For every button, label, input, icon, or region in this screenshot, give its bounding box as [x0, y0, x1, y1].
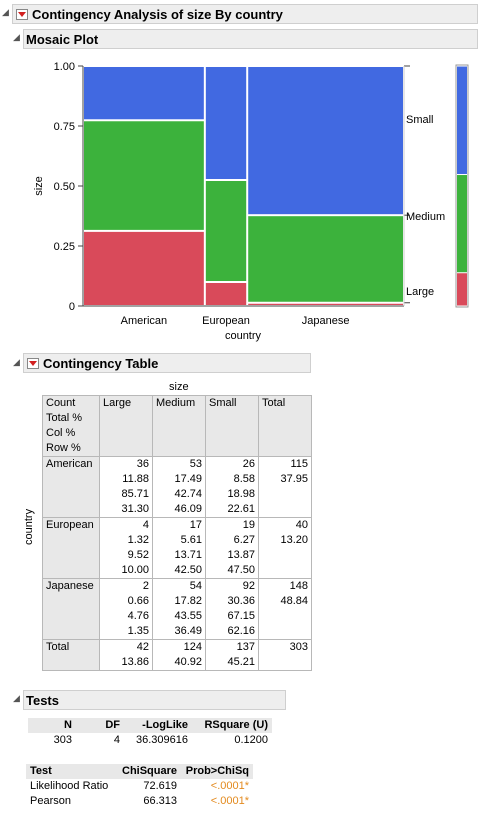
stat-labels-cell: Count Total % Col % Row % [42, 395, 100, 457]
red-triangle-menu-icon[interactable] [27, 357, 39, 369]
mosaic-plot: American European Japanese 0 0.25 0.50 0.75 1.0… [33, 61, 469, 342]
y-tick-label: 0.50 [54, 181, 75, 193]
tests-summary-table: N DF -LogLike RSquare (U) 303 4 36.30961… [28, 718, 272, 748]
table-row: 85.71 42.74 18.98 [43, 487, 312, 502]
level-label-small: Small [406, 114, 434, 126]
mosaic-cell-european-large [205, 283, 247, 305]
column-header-medium: Medium [152, 395, 206, 457]
tests-title: Tests [26, 692, 59, 708]
mosaic-plot-header: Mosaic Plot [23, 29, 478, 49]
table-row: Likelihood Ratio 72.619 <.0001* [26, 779, 253, 794]
marginal-bar-frame [455, 64, 469, 308]
y-tick-label: 0.75 [54, 121, 75, 133]
row-variable-label: country [23, 508, 35, 545]
contingency-table-header: Contingency Table [23, 353, 311, 373]
mosaic-cell-european-medium [205, 181, 247, 281]
mosaic-cell-european-small [205, 67, 247, 179]
table-row: 11.88 17.49 8.58 37.95 [43, 472, 312, 487]
x-tick-label: Japanese [302, 315, 350, 327]
column-header-total: Total [258, 395, 312, 457]
table-row: 13.86 40.92 45.21 [43, 655, 312, 671]
col-variable-label: size [169, 381, 189, 393]
row-label-total: Total [42, 639, 100, 671]
collapse-triangle-icon[interactable]: ◢ [13, 693, 20, 703]
collapse-triangle-icon[interactable]: ◢ [13, 32, 20, 42]
table-row: 0.66 17.82 30.36 48.84 [43, 594, 312, 609]
x-tick-label: American [121, 315, 167, 327]
p-value: <.0001* [210, 795, 250, 807]
red-triangle-menu-icon[interactable] [16, 8, 28, 20]
row-label-japanese: Japanese [42, 578, 100, 640]
mosaic-cell-japanese-medium [248, 216, 403, 302]
mosaic-cell-japanese-large [248, 303, 403, 305]
table-row: 4.76 43.55 67.15 [43, 609, 312, 624]
row-label-european: European [42, 517, 100, 579]
collapse-triangle-icon[interactable]: ◢ [2, 7, 9, 17]
level-label-large: Large [406, 286, 434, 298]
table-row: Pearson 66.313 <.0001* [26, 794, 253, 809]
table-row: 303 4 36.309616 0.1200 [53, 734, 268, 746]
contingency-table-title: Contingency Table [43, 355, 159, 371]
table-row: 10.00 42.50 47.50 [43, 563, 312, 579]
table-row: Total 42 124 137 303 [42, 639, 312, 671]
column-header-small: Small [205, 395, 259, 457]
column-header-large: Large [99, 395, 153, 457]
collapse-triangle-icon[interactable]: ◢ [13, 357, 20, 367]
marginal-bar-medium [457, 175, 467, 273]
table-row: 31.30 46.09 22.61 [43, 502, 312, 518]
marginal-bar-large [457, 273, 467, 306]
mosaic-cell-american-large [84, 231, 204, 305]
table-row: American 36 53 26 115 [42, 456, 312, 518]
row-label-american: American [42, 456, 100, 518]
mosaic-plot-title: Mosaic Plot [26, 31, 99, 47]
marginal-bar-small [457, 66, 467, 175]
mosaic-cell-american-small [84, 67, 204, 120]
x-tick-label: European [202, 315, 250, 327]
report-header: Contingency Analysis of size By country [12, 4, 478, 24]
table-row: Japanese 2 54 92 148 [42, 578, 312, 640]
tests-header: Tests [23, 690, 286, 710]
y-tick-label: 0.25 [54, 241, 75, 253]
table-row: 1.35 36.49 62.16 [43, 624, 312, 640]
mosaic-cell-japanese-small [248, 67, 403, 215]
table-row: 9.52 13.71 13.87 [43, 548, 312, 563]
y-tick-label: 0 [69, 301, 75, 313]
y-tick-label: 1.00 [54, 61, 75, 73]
x-axis-title: country [225, 330, 262, 342]
p-value: <.0001* [210, 780, 250, 792]
mosaic-cell-american-medium [84, 121, 204, 230]
y-axis-title: size [33, 176, 45, 196]
contingency-table: Count Total % Col % Row % Large Medium S… [42, 395, 312, 671]
level-label-medium: Medium [406, 211, 445, 223]
report-title: Contingency Analysis of size By country [32, 6, 283, 22]
table-row: European 4 17 19 40 [42, 517, 312, 579]
chi-square-table: Test ChiSquare Prob>ChiSq Likelihood Rat… [26, 764, 254, 809]
table-row: 1.32 5.61 6.27 13.20 [43, 533, 312, 548]
